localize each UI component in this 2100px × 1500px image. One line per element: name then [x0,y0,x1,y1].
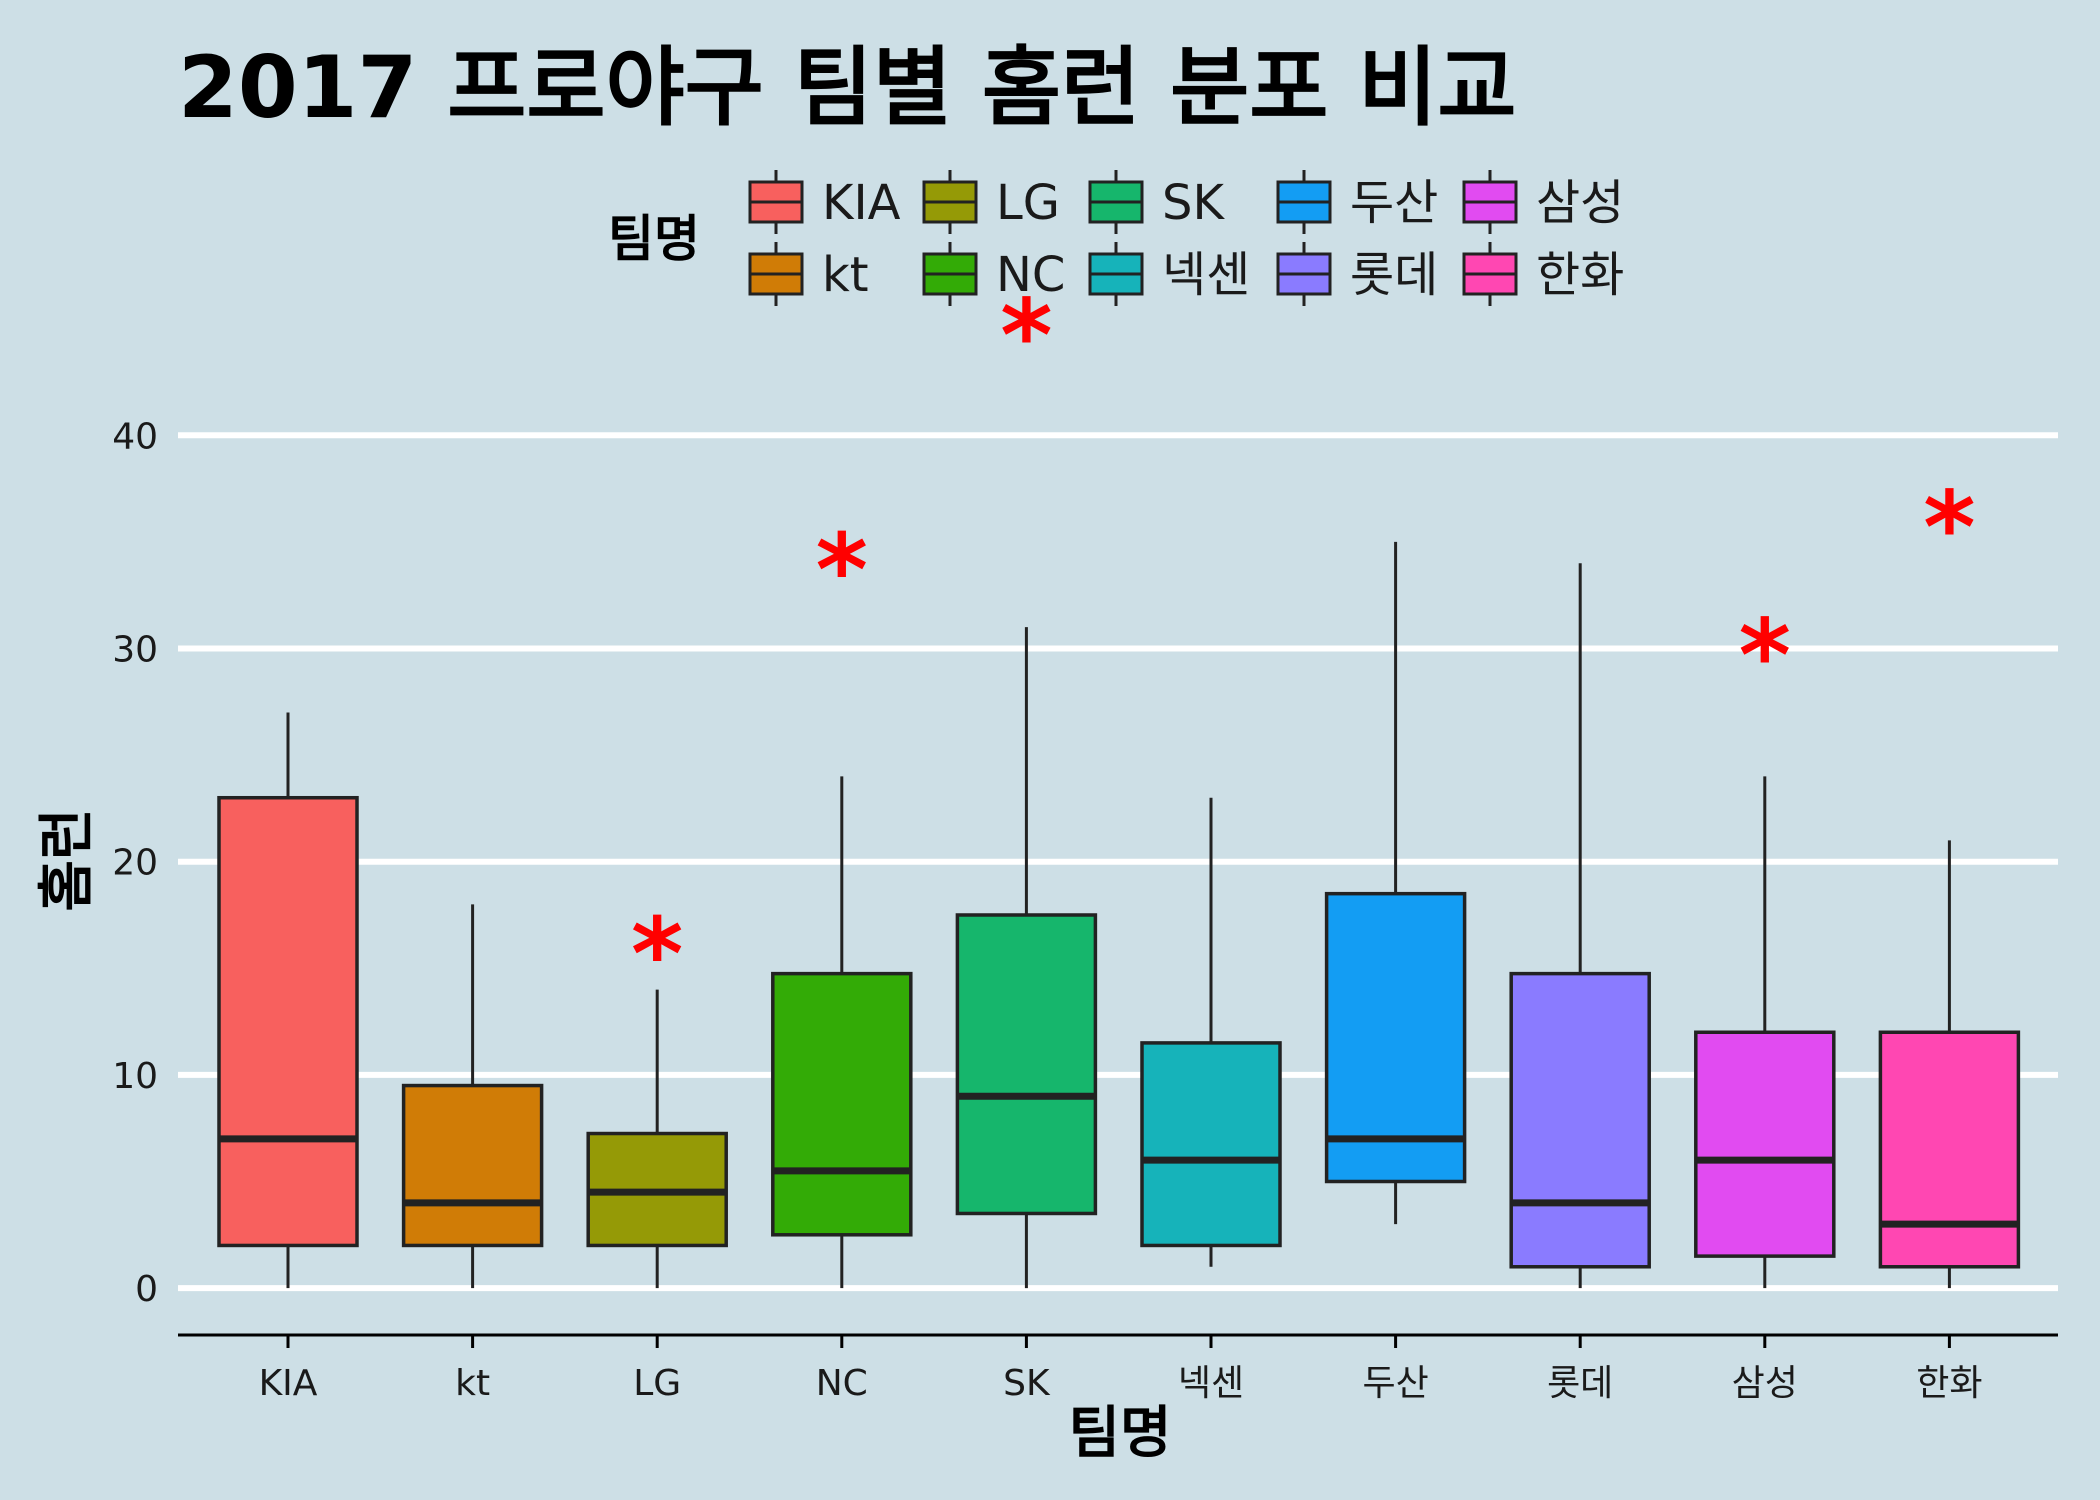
y-tick-label: 10 [112,1056,158,1097]
legend-item-kt: kt [748,242,869,306]
y-tick-label: 30 [112,629,158,670]
x-axis-title: 팀명 [1068,1401,1171,1466]
legend-label: 한화 [1536,247,1624,303]
x-tick-label: 한화 [1916,1363,1982,1404]
boxes: * * * * * [217,278,2021,1289]
y-axis-title: 홈런 [35,808,100,911]
y-axis-ticks: 0 10 20 30 40 [112,416,158,1310]
box-삼성: * [1694,597,1836,1289]
x-axis-ticks: KIA kt LG NC SK 넥센 두산 롯데 삼성 한화 [259,1335,1983,1404]
legend-label: LG [996,175,1060,231]
legend-item-롯데: 롯데 [1276,242,1438,306]
legend-title: 팀명 [608,210,700,268]
legend-label: kt [822,247,869,303]
box-body [401,1083,544,1248]
chart-title: 2017 프로야구 팀별 홈런 분포 비교 [178,38,1517,138]
legend-label: 롯데 [1350,247,1438,303]
box-두산 [1324,541,1467,1225]
box-LG: * [586,896,728,1289]
box-body [1140,1041,1282,1248]
x-tick-label: KIA [259,1363,318,1404]
legend-label: 두산 [1350,175,1438,231]
x-tick-label: 넥센 [1178,1363,1244,1404]
box-body [771,971,913,1237]
x-tick-label: LG [633,1363,681,1404]
outlier-marker: * [1000,278,1052,395]
y-tick-label: 0 [135,1269,158,1310]
box-한화: * [1878,470,2021,1289]
box-body [217,795,359,1248]
legend-label: 삼성 [1536,175,1624,231]
x-tick-label: 삼성 [1732,1363,1798,1404]
box-롯데 [1509,563,1651,1289]
outlier-marker: * [1923,470,1975,587]
outlier-marker: * [816,512,868,629]
legend-item-SK: SK [1088,170,1225,234]
outlier-marker: * [631,896,683,1013]
box-SK: * [955,278,1098,1289]
legend-item-한화: 한화 [1462,242,1624,306]
legend-label: KIA [822,175,901,231]
legend-item-넥센: 넥센 [1088,242,1250,306]
legend-item-삼성: 삼성 [1462,170,1624,234]
legend-label: SK [1162,175,1225,231]
x-tick-label: 롯데 [1547,1363,1613,1404]
box-KIA [217,712,359,1289]
box-body [1878,1030,2021,1269]
x-tick-label: kt [455,1363,490,1404]
x-tick-label: 두산 [1362,1363,1428,1404]
box-NC: * [771,512,913,1289]
box-body [1324,891,1467,1184]
legend-item-LG: LG [922,170,1060,234]
x-tick-label: SK [1003,1363,1051,1404]
box-body [955,913,1098,1216]
legend-item-두산: 두산 [1276,170,1438,234]
y-tick-label: 20 [112,843,158,884]
y-tick-label: 40 [112,416,158,457]
legend-label: NC [996,247,1065,303]
box-body [1509,971,1651,1269]
outlier-marker: * [1739,597,1791,714]
legend-item-KIA: KIA [748,170,901,234]
box-넥센 [1140,797,1282,1267]
legend-item-NC: NC [922,242,1065,306]
box-kt [401,904,544,1289]
box-body [1694,1030,1836,1258]
legend-label: 넥센 [1162,247,1250,303]
x-tick-label: NC [816,1363,868,1404]
